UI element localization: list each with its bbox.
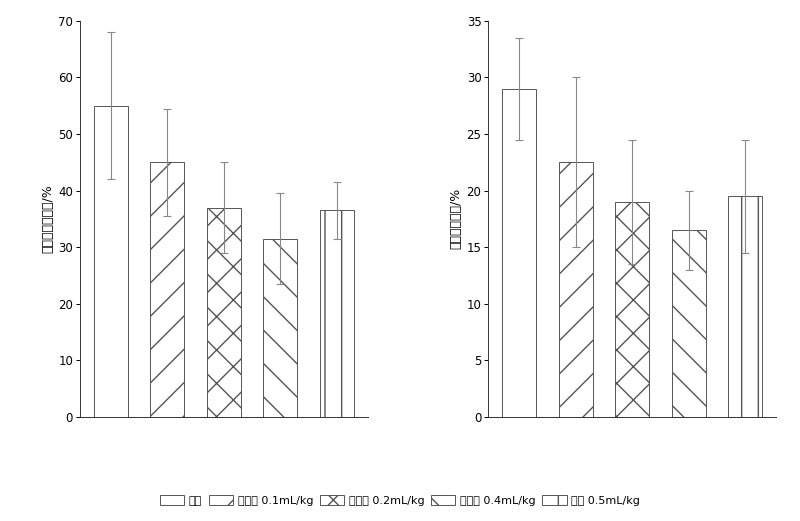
Bar	[207, 207, 241, 417]
Bar	[728, 196, 762, 417]
Bar	[320, 210, 354, 417]
Bar	[263, 239, 297, 417]
Y-axis label: 梗死区占危险区/%: 梗死区占危险区/%	[41, 184, 54, 253]
Bar	[502, 89, 536, 417]
Bar	[559, 162, 593, 417]
Bar	[94, 106, 128, 417]
Y-axis label: 梗死区占左室/%: 梗死区占左室/%	[450, 188, 462, 250]
Bar	[672, 230, 706, 417]
Legend: 对照, 疏血通 0.1mL/kg, 疏血通 0.2mL/kg, 疏血通 0.4mL/kg, 丹红 0.5mL/kg: 对照, 疏血通 0.1mL/kg, 疏血通 0.2mL/kg, 疏血通 0.4m…	[155, 491, 645, 510]
Bar	[615, 202, 649, 417]
Bar	[150, 162, 184, 417]
